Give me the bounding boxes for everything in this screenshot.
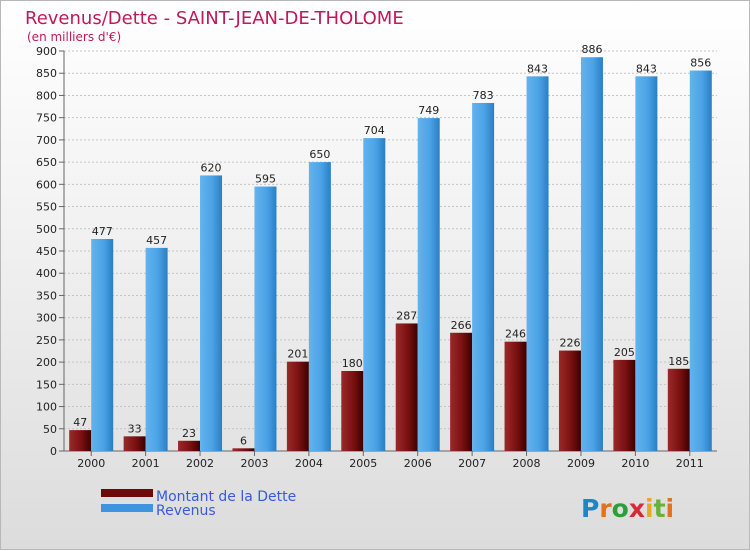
value-label-revenus-2000: 477 — [92, 225, 113, 238]
bar-debt-2003 — [232, 448, 255, 451]
x-tick-label: 2007 — [458, 457, 486, 470]
value-label-revenus-2011: 856 — [690, 57, 711, 70]
x-tick-label: 2002 — [186, 457, 214, 470]
bar-revenus-2010 — [635, 76, 658, 451]
y-tick-label: 200 — [36, 356, 57, 369]
proxiti-logo: Proxiti — [581, 494, 674, 523]
y-tick-label: 850 — [36, 67, 57, 80]
y-tick-label: 450 — [36, 245, 57, 258]
y-tick-label: 600 — [36, 178, 57, 191]
y-tick-label: 250 — [36, 334, 57, 347]
legend-swatch-debt — [101, 489, 153, 497]
y-tick-label: 350 — [36, 289, 57, 302]
x-tick-label: 2010 — [621, 457, 649, 470]
bar-revenus-2004 — [308, 162, 331, 451]
bar-debt-2005 — [341, 371, 364, 451]
value-label-revenus-2001: 457 — [146, 234, 167, 247]
value-label-revenus-2009: 886 — [581, 43, 602, 56]
value-label-debt-2009: 226 — [559, 337, 580, 350]
bar-revenus-2009 — [580, 57, 603, 451]
bar-revenus-2000 — [91, 239, 114, 451]
bar-revenus-2011 — [689, 70, 712, 452]
bar-revenus-2006 — [417, 118, 440, 451]
x-tick-label: 2011 — [676, 457, 704, 470]
value-label-revenus-2006: 749 — [418, 104, 439, 117]
chart-title: Revenus/Dette - SAINT-JEAN-DE-THOLOME — [25, 8, 404, 29]
y-tick-label: 650 — [36, 156, 57, 169]
value-label-revenus-2008: 843 — [527, 62, 548, 75]
value-label-revenus-2010: 843 — [636, 62, 657, 75]
bar-revenus-2001 — [145, 247, 168, 451]
value-label-debt-2003: 6 — [240, 434, 247, 447]
x-tick-label: 2003 — [240, 457, 268, 470]
bar-debt-2007 — [450, 332, 473, 451]
bar-debt-2009 — [558, 350, 581, 451]
bars — [69, 57, 712, 452]
x-tick-label: 2004 — [295, 457, 323, 470]
bar-revenus-2002 — [200, 175, 223, 451]
value-label-debt-2008: 246 — [505, 328, 526, 341]
axes: 0 50 100 150 200 250 300 350 400 450 500 550 600 650 7… — [36, 45, 717, 470]
y-tick-label: 550 — [36, 201, 57, 214]
value-label-revenus-2007: 783 — [473, 89, 494, 102]
value-label-debt-2006: 287 — [396, 309, 417, 322]
chart-subtitle: (en milliers d'€) — [27, 30, 121, 44]
value-label-debt-2000: 47 — [73, 416, 87, 429]
y-tick-label: 100 — [36, 401, 57, 414]
x-tick-label: 2006 — [404, 457, 432, 470]
grid — [64, 50, 717, 452]
value-labels: 47 477 33 457 23 620 6 595 201 650 180 704 287 749 266… — [73, 43, 711, 447]
bar-debt-2004 — [286, 361, 309, 451]
value-label-revenus-2002: 620 — [201, 161, 222, 174]
legend-swatch-revenus — [101, 504, 153, 512]
bar-debt-2011 — [667, 368, 690, 451]
legend: Montant de la Dette Revenus — [101, 489, 296, 519]
bar-debt-2010 — [613, 359, 636, 451]
value-label-debt-2007: 266 — [451, 319, 472, 332]
bar-debt-2006 — [395, 323, 418, 451]
y-tick-label: 150 — [36, 378, 57, 391]
bar-debt-2008 — [504, 341, 527, 451]
y-tick-label: 50 — [43, 423, 57, 436]
y-tick-label: 500 — [36, 223, 57, 236]
value-label-debt-2004: 201 — [287, 348, 308, 361]
x-tick-label: 2009 — [567, 457, 595, 470]
bar-revenus-2005 — [363, 138, 386, 451]
x-tick-label: 2005 — [349, 457, 377, 470]
y-tick-label: 750 — [36, 112, 57, 125]
y-tick-label: 800 — [36, 89, 57, 102]
y-tick-label: 900 — [36, 45, 57, 58]
value-label-debt-2011: 185 — [668, 355, 689, 368]
y-tick-label: 400 — [36, 267, 57, 280]
bar-debt-2002 — [178, 440, 201, 451]
bar-debt-2000 — [69, 430, 92, 451]
bar-revenus-2003 — [254, 186, 277, 452]
x-tick-label: 2008 — [513, 457, 541, 470]
value-label-debt-2010: 205 — [614, 346, 635, 359]
value-label-debt-2001: 33 — [128, 422, 142, 435]
legend-label-debt: Montant de la Dette — [156, 489, 296, 505]
y-tick-label: 0 — [50, 445, 57, 458]
y-tick-label: 300 — [36, 312, 57, 325]
x-tick-label: 2001 — [132, 457, 160, 470]
value-label-revenus-2004: 650 — [309, 148, 330, 161]
value-label-debt-2002: 23 — [182, 427, 196, 440]
value-label-revenus-2003: 595 — [255, 173, 276, 186]
legend-label-revenus: Revenus — [156, 503, 216, 519]
bar-debt-2001 — [123, 436, 146, 451]
bar-revenus-2007 — [472, 103, 495, 451]
y-tick-label: 700 — [36, 134, 57, 147]
x-tick-label: 2000 — [77, 457, 105, 470]
value-label-debt-2005: 180 — [342, 357, 363, 370]
bar-revenus-2008 — [526, 76, 549, 451]
value-label-revenus-2005: 704 — [364, 124, 385, 137]
